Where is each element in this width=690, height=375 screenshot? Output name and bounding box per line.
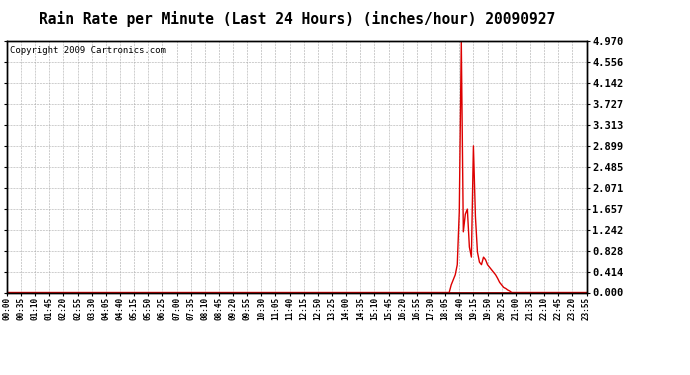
Text: Rain Rate per Minute (Last 24 Hours) (inches/hour) 20090927: Rain Rate per Minute (Last 24 Hours) (in…: [39, 11, 555, 27]
Text: Copyright 2009 Cartronics.com: Copyright 2009 Cartronics.com: [10, 46, 166, 55]
